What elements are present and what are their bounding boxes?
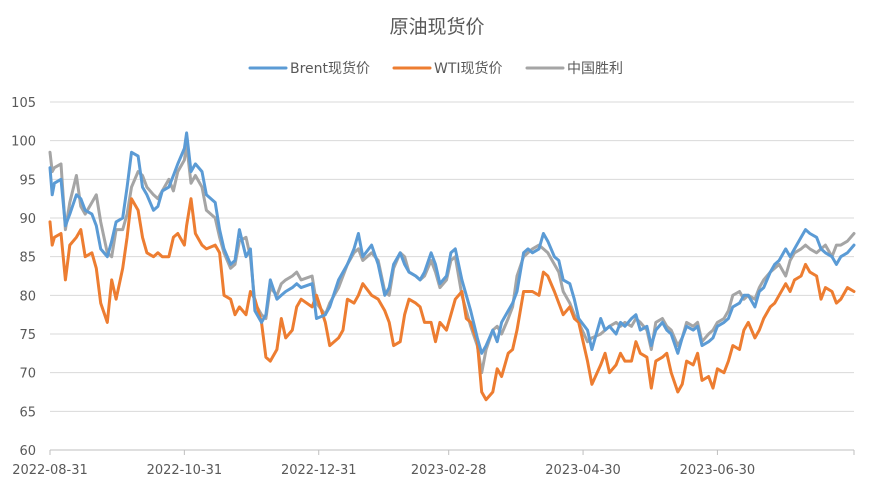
legend: Brent现货价 WTI现货价 中国胜利: [248, 60, 623, 77]
series-line-3: [48, 143, 856, 375]
legend-label: WTI现货价: [434, 60, 503, 77]
y-tick-label: 65: [19, 405, 36, 420]
x-tick-label: 2022-12-31: [281, 463, 357, 478]
series-layer: [48, 131, 856, 402]
y-axis: 60 65 70 75 80 85 90 95 100 105: [11, 96, 36, 459]
y-tick-label: 85: [19, 251, 36, 266]
chart-title: 原油现货价: [389, 16, 484, 38]
y-tick-label: 75: [19, 328, 36, 343]
y-tick-label: 100: [11, 135, 36, 150]
legend-label: Brent现货价: [290, 60, 370, 77]
x-tick-label: 2022-08-31: [12, 463, 88, 478]
x-tick-label: 2023-02-28: [411, 463, 487, 478]
legend-label: 中国胜利: [567, 61, 623, 77]
y-tick-label: 95: [19, 173, 36, 188]
x-tick-label: 2023-04-30: [545, 463, 621, 478]
x-tick-label: 2022-10-31: [147, 463, 223, 478]
x-tick-label: 2023-06-30: [680, 463, 756, 478]
y-tick-label: 60: [19, 444, 36, 459]
gridlines: [50, 101, 854, 451]
y-tick-label: 80: [19, 289, 36, 304]
series-line-1: [48, 131, 856, 355]
y-tick-label: 90: [19, 212, 36, 227]
y-tick-label: 70: [19, 367, 36, 382]
series-line-2: [48, 197, 856, 402]
y-tick-label: 105: [11, 96, 36, 111]
x-axis: 2022-08-31 2022-10-31 2022-12-31 2023-02-28…: [12, 450, 855, 478]
